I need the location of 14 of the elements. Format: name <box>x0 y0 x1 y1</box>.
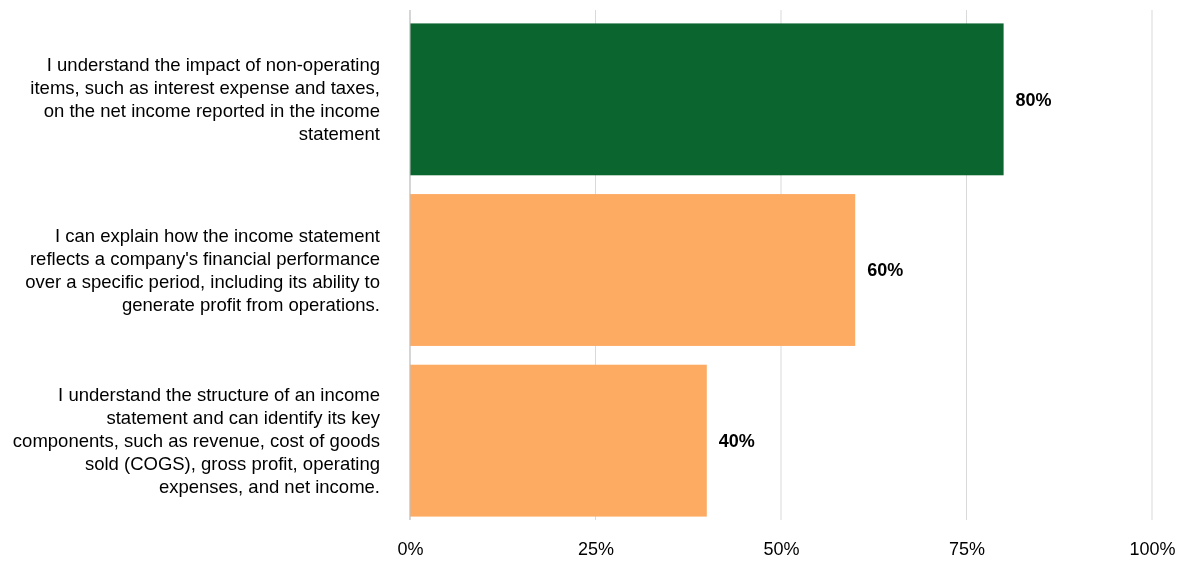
x-tick-label: 25% <box>577 538 615 559</box>
y-tick-label: I can explain how the income statement reflects a company's financial performance over a specific period, including its ability to generate profit from operations. <box>25 224 380 315</box>
x-tick-label: 0% <box>397 538 424 559</box>
data-label: 60% <box>867 260 904 281</box>
bar <box>410 23 1004 176</box>
x-tick-label: 50% <box>763 538 800 559</box>
x-tick-label: 100% <box>1129 538 1176 559</box>
bar <box>410 194 856 346</box>
data-label: 40% <box>718 430 755 451</box>
x-tick-label: 75% <box>948 538 986 559</box>
y-tick-label: I understand the structure of an income statement and can identify its key components, such as revenue, cost of goods sold (COGS), gross profit, operating expenses, and net income. <box>12 384 381 498</box>
y-tick-label: I understand the impact of non-operating items, such as interest expense and taxes, on the net income reported in the income statement <box>30 54 380 145</box>
bar <box>410 364 707 517</box>
data-label: 80% <box>1015 89 1052 110</box>
